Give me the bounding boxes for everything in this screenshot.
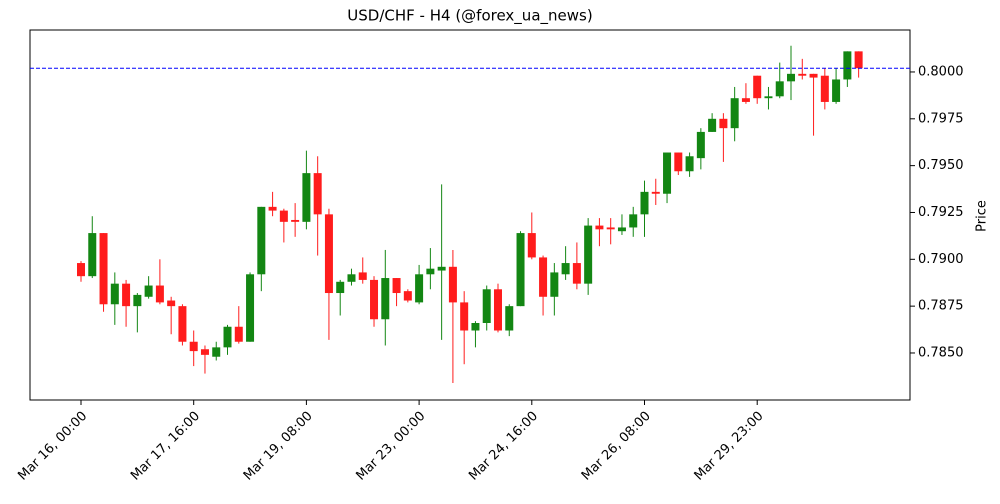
candle-body: [764, 96, 773, 99]
candle-body: [640, 191, 649, 215]
candle-body: [313, 173, 322, 215]
candle-body: [798, 73, 807, 76]
y-tick-label: 0.7925: [918, 205, 964, 220]
candle-body: [730, 98, 739, 129]
chart-title: USD/CHF - H4 (@forex_ua_news): [347, 7, 592, 26]
candle-body: [268, 206, 277, 211]
y-tick-label: 0.7875: [918, 299, 964, 314]
candle-body: [708, 118, 717, 132]
candle-body: [505, 306, 514, 331]
candle-body: [347, 274, 356, 282]
candle-body: [460, 302, 469, 331]
candle-body: [550, 272, 559, 297]
candle-body: [223, 326, 232, 348]
candle-body: [415, 274, 424, 303]
candle-body: [561, 263, 570, 275]
candle-body: [302, 173, 311, 222]
candle-body: [696, 131, 705, 159]
candle-body: [482, 289, 491, 324]
candle-body: [358, 272, 367, 280]
candle-body: [246, 274, 255, 342]
candle-body: [775, 81, 784, 97]
y-tick-label: 0.7950: [918, 158, 964, 173]
candle-body: [167, 300, 176, 307]
y-tick-label: 0.8000: [918, 64, 964, 79]
candle-body: [584, 225, 593, 284]
candle-body: [324, 214, 333, 294]
candle-body: [291, 219, 300, 222]
candle-body: [279, 210, 288, 222]
y-tick-label: 0.7975: [918, 111, 964, 126]
y-tick-label: 0.7900: [918, 252, 964, 267]
candle-body: [178, 306, 187, 342]
candle-body: [820, 75, 829, 102]
y-tick-label: 0.7850: [918, 345, 964, 360]
candle-body: [674, 152, 683, 172]
candle-body: [212, 347, 221, 357]
candle-body: [471, 323, 480, 331]
candle-body: [854, 51, 863, 69]
candle-body: [122, 283, 131, 307]
candle-body: [832, 79, 841, 102]
candle-body: [437, 266, 446, 271]
candle-body: [606, 227, 615, 230]
candle-body: [572, 263, 581, 284]
candle-body: [99, 233, 108, 305]
candle-body: [663, 152, 672, 194]
candle-body: [392, 278, 401, 294]
candle-body: [381, 278, 390, 320]
candle-body: [257, 206, 266, 275]
candle-body: [189, 341, 198, 352]
candle-body: [336, 281, 345, 294]
candle-body: [370, 279, 379, 320]
candle-body: [595, 225, 604, 230]
candle-body: [403, 291, 412, 301]
y-axis-label: Price: [975, 200, 990, 232]
candle-body: [200, 349, 209, 355]
candle-body: [685, 156, 694, 172]
candle-body: [144, 285, 153, 297]
candle-body: [809, 73, 818, 78]
candle-body: [77, 263, 85, 277]
candle-body: [787, 73, 796, 82]
candle-body: [629, 214, 638, 228]
candle-body: [133, 294, 142, 307]
candle-body: [617, 227, 626, 232]
candle-body: [426, 268, 435, 275]
candle-body: [719, 118, 728, 129]
candle-body: [234, 326, 243, 342]
candle-body: [539, 257, 548, 297]
candle-body: [155, 285, 164, 303]
candle-body: [741, 98, 750, 102]
plot-frame: [29, 29, 911, 401]
candle-body: [753, 75, 762, 99]
candle-body: [493, 289, 502, 331]
candle-body: [448, 266, 457, 303]
candle-body: [110, 283, 119, 305]
candle-body: [843, 51, 852, 80]
candle-body: [527, 233, 536, 258]
candle-body: [651, 191, 660, 194]
candle-body: [88, 233, 97, 277]
candle-body: [516, 233, 525, 307]
